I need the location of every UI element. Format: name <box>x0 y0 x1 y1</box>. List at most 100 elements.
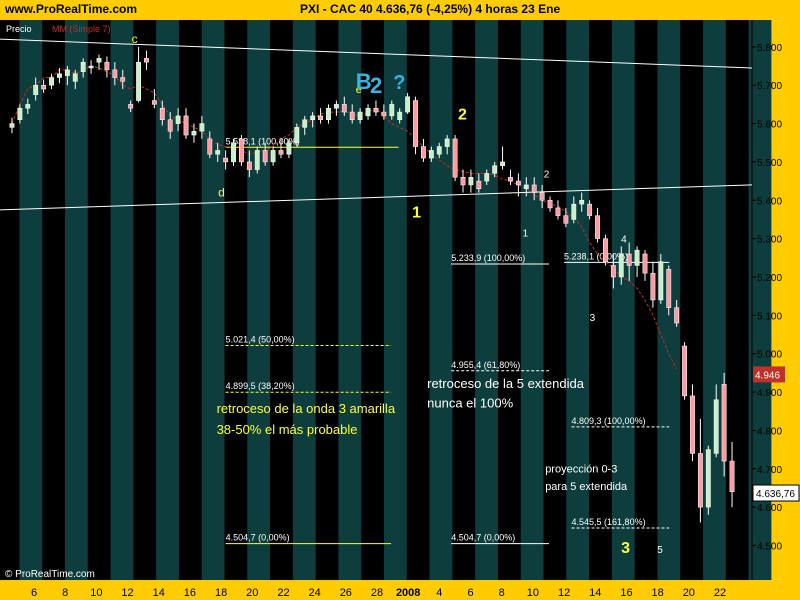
legend-price: Precio <box>6 24 32 34</box>
annotation-text: 2 <box>458 107 467 124</box>
fib-label: 4.899,5 (38,20%) <box>226 381 295 391</box>
candle-body <box>199 123 205 132</box>
candle <box>120 69 126 90</box>
x-tick-label: 26 <box>340 587 352 599</box>
candle <box>318 108 323 124</box>
candle-body <box>460 177 466 186</box>
candle <box>626 242 632 281</box>
candlestick-chart[interactable]: 5.800 5.700 5.600 5.500 5.400 5.300 5.200 5.100… <box>0 20 800 600</box>
candle <box>603 234 608 266</box>
candle <box>523 177 529 197</box>
candle <box>262 142 268 166</box>
candle-body <box>341 104 347 113</box>
candle-body <box>223 157 229 163</box>
candle-body <box>9 123 15 128</box>
y-tick-label: 5.100 <box>757 311 782 322</box>
y-tick-label: 4.700 <box>757 465 782 476</box>
candle-body <box>373 107 379 113</box>
annotation-text: e <box>356 84 362 96</box>
session-band <box>520 20 544 580</box>
candle <box>697 418 703 523</box>
candle-body <box>603 238 608 262</box>
fib-label: 4.955,4 (61,80%) <box>451 360 520 370</box>
ma-price-tag <box>753 366 785 383</box>
candle-body <box>41 84 47 90</box>
annotation-text: 3 <box>590 313 596 324</box>
annotation-text: para 5 extendida <box>545 481 628 493</box>
candle <box>207 131 213 159</box>
annotation-text: 38-50% el más probable <box>217 422 358 437</box>
candle <box>476 173 482 193</box>
candle <box>246 150 252 178</box>
y-tick-label: 4.900 <box>757 388 782 399</box>
candle <box>49 73 54 90</box>
candle <box>104 56 110 78</box>
date-axis: 6 8 10 12 14 16 18 20 22 24 26 28 2008 4 6 8 10 12 14 16 18 2… <box>31 587 726 599</box>
candle <box>381 104 387 120</box>
candle-body <box>547 200 553 209</box>
candle-body <box>405 96 411 113</box>
candle-body <box>595 215 600 239</box>
candle <box>9 117 15 134</box>
annotation-text: ? <box>393 72 405 94</box>
candle-body <box>64 69 70 76</box>
candle-body <box>104 61 110 71</box>
legend-ma: MM (Simple 7) <box>52 24 111 34</box>
candle <box>484 169 490 185</box>
y-tick-label: 5.700 <box>757 81 782 92</box>
candle-body <box>428 150 434 159</box>
candle <box>389 100 395 120</box>
candle <box>705 445 711 515</box>
candle-body <box>72 73 78 82</box>
x-tick-label: 22 <box>714 587 726 599</box>
candle <box>72 69 78 90</box>
candle <box>64 66 70 86</box>
candle <box>96 54 102 70</box>
candle-body <box>318 115 323 120</box>
site-name[interactable]: www.ProRealTime.com <box>5 2 138 16</box>
candle <box>571 196 577 224</box>
candle <box>286 138 292 159</box>
candle <box>555 200 561 220</box>
candle <box>500 146 505 170</box>
candle <box>294 123 300 147</box>
annotation-text: 4 <box>621 234 627 245</box>
candle <box>682 342 687 400</box>
candle <box>136 46 141 103</box>
candle <box>618 246 624 285</box>
x-tick-label: 4 <box>436 587 442 599</box>
x-tick-label: 10 <box>527 587 539 599</box>
x-tick-label: 2008 <box>396 587 420 599</box>
candle-body <box>563 215 569 224</box>
candle-body <box>484 173 490 182</box>
x-tick-label: 16 <box>620 587 632 599</box>
y-tick-label: 5.300 <box>757 235 782 246</box>
candle-body <box>159 107 165 120</box>
y-tick-label: 4.800 <box>757 426 782 437</box>
candle <box>326 104 331 124</box>
candle-body <box>531 184 537 193</box>
candle <box>167 112 173 139</box>
candle-body <box>136 61 141 101</box>
alternating-session-bands <box>19 20 772 580</box>
candle <box>191 123 197 143</box>
candle <box>151 89 157 109</box>
fibonacci-levels: 5.538,1 (100,00%) 5.233,9 (100,00%) 5.238,… <box>225 136 670 545</box>
candle-body <box>452 138 458 178</box>
x-tick-label: 28 <box>371 587 383 599</box>
candle-body <box>88 65 94 69</box>
fib-label: 4.504,7 (0,00%) <box>451 533 515 543</box>
candle <box>650 261 656 308</box>
candle <box>713 384 719 458</box>
annotation-text: d <box>218 185 225 199</box>
candle-body <box>33 84 39 96</box>
annotation-text: 2 <box>544 169 550 180</box>
y-tick-label: 5.000 <box>757 350 782 361</box>
session-band <box>19 20 43 580</box>
candle-body <box>381 111 387 117</box>
candle-body <box>96 58 102 63</box>
candle <box>373 100 379 116</box>
candle <box>357 108 363 124</box>
y-tick-label: 5.800 <box>757 43 782 54</box>
fib-label: 5.238,1 (0,00%) <box>564 251 628 261</box>
